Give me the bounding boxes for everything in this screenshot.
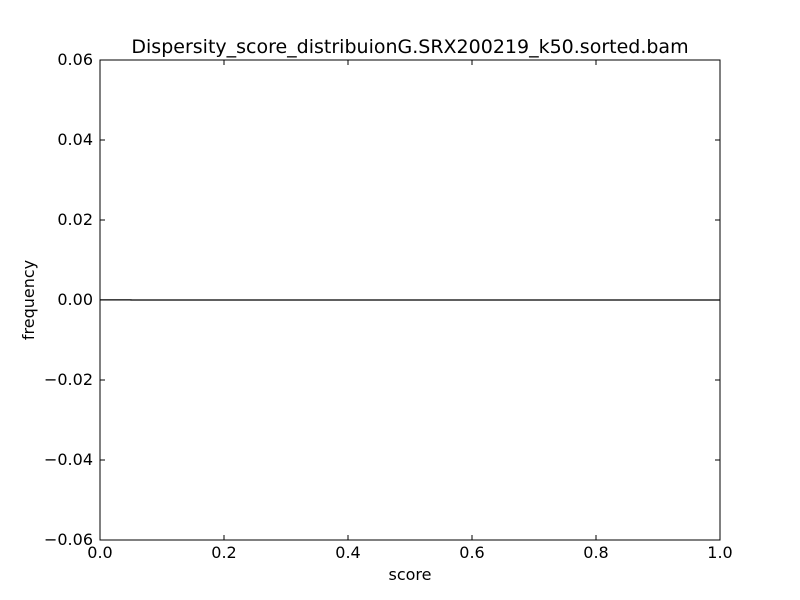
- x-tick-label: 0.2: [211, 543, 236, 562]
- x-tick-label: 1.0: [707, 543, 732, 562]
- y-tick-label: 0.06: [57, 50, 93, 69]
- y-tick-label: 0.04: [57, 130, 93, 149]
- x-axis-label: score: [389, 565, 432, 584]
- y-tick-label: 0.02: [57, 210, 93, 229]
- y-tick-label: 0.00: [57, 290, 93, 309]
- x-tick-label: 0.4: [335, 543, 360, 562]
- tick-layer: 0.0 0.2 0.4 0.6 0.8 1.0 0.06 0.04 0.02 0.00 −0.02 −…: [44, 50, 733, 562]
- y-tick-label: −0.06: [44, 530, 93, 549]
- y-tick-label: −0.04: [44, 450, 93, 469]
- chart-title: Dispersity_score_distribuionG.SRX200219_…: [131, 36, 688, 58]
- x-tick-label: 0.6: [459, 543, 484, 562]
- x-tick-label: 0.0: [87, 543, 112, 562]
- y-axis-label: frequency: [19, 260, 38, 340]
- y-tick-label: −0.02: [44, 370, 93, 389]
- plot-frame: [99, 59, 721, 541]
- x-tick-label: 0.8: [583, 543, 608, 562]
